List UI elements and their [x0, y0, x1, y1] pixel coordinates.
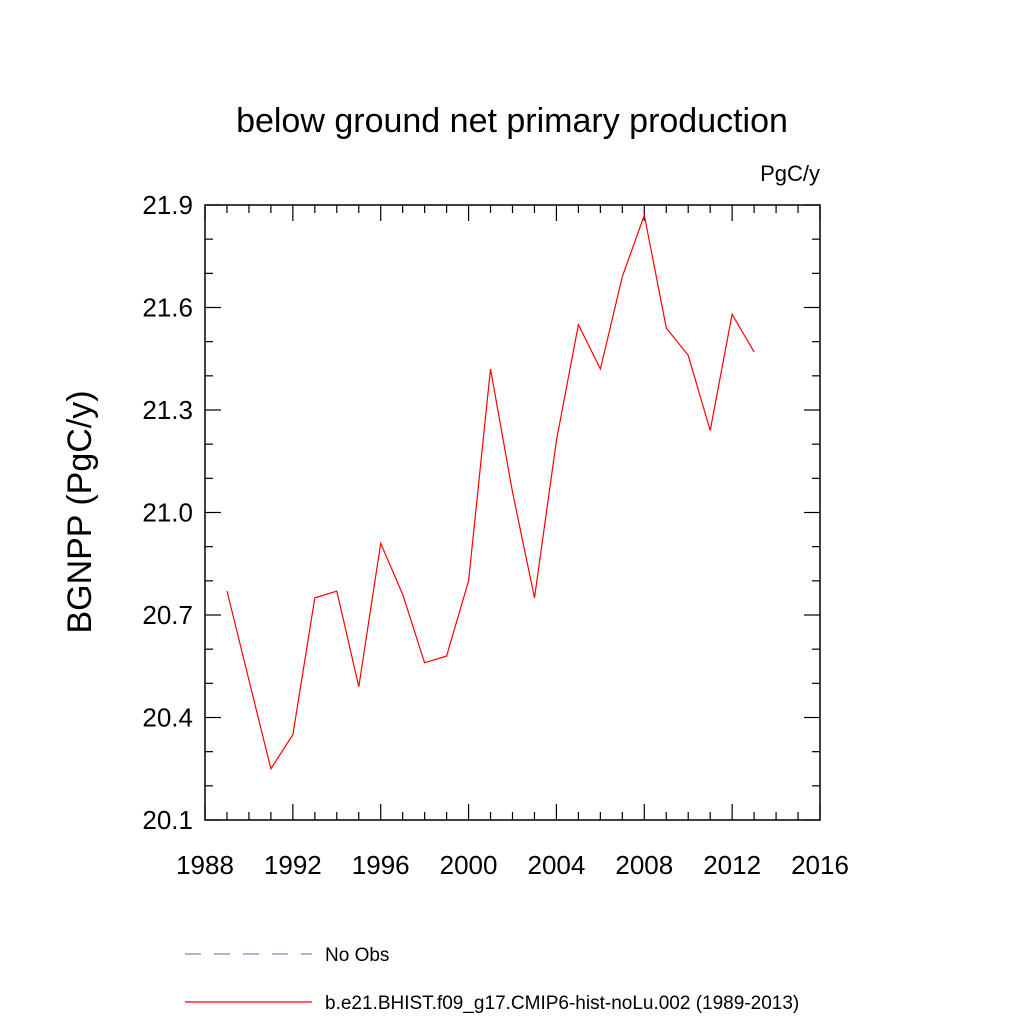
- x-tick-label: 2016: [791, 850, 849, 880]
- y-tick-label: 20.1: [142, 805, 193, 835]
- x-tick-label: 1996: [352, 850, 410, 880]
- chart-title: below ground net primary production: [236, 102, 788, 140]
- y-tick-label: 21.6: [142, 293, 193, 323]
- y-tick-label: 21.9: [142, 190, 193, 220]
- x-ticks: 1988 1992 1996 2000 2004 2008 2012 2016: [176, 205, 849, 880]
- y-tick-label: 20.7: [142, 600, 193, 630]
- plot-frame: [204, 204, 821, 821]
- y-axis-label: BGNPP (PgC/y): [61, 390, 99, 633]
- series-line: [226, 212, 755, 771]
- y-tick-label: 21.0: [142, 498, 193, 528]
- series-layer: [226, 212, 755, 771]
- x-tick-label: 2008: [615, 850, 673, 880]
- legend: No Obs b.e21.BHIST.f09_g17.CMIP6-hist-noL…: [185, 945, 799, 1014]
- units-label: PgC/y: [760, 161, 820, 186]
- y-tick-label: 21.3: [142, 395, 193, 425]
- y-tick-label: 20.4: [142, 703, 193, 733]
- x-tick-label: 2012: [703, 850, 761, 880]
- x-tick-label: 2000: [440, 850, 498, 880]
- x-tick-label: 2004: [528, 850, 586, 880]
- legend-label: b.e21.BHIST.f09_g17.CMIP6-hist-noLu.002 …: [325, 993, 799, 1014]
- x-tick-label: 1992: [264, 850, 322, 880]
- legend-label: No Obs: [325, 945, 389, 966]
- x-tick-label: 1988: [176, 850, 234, 880]
- y-ticks: 20.1 20.4 20.7 21.0 21.3 21.6 21.9: [142, 190, 820, 835]
